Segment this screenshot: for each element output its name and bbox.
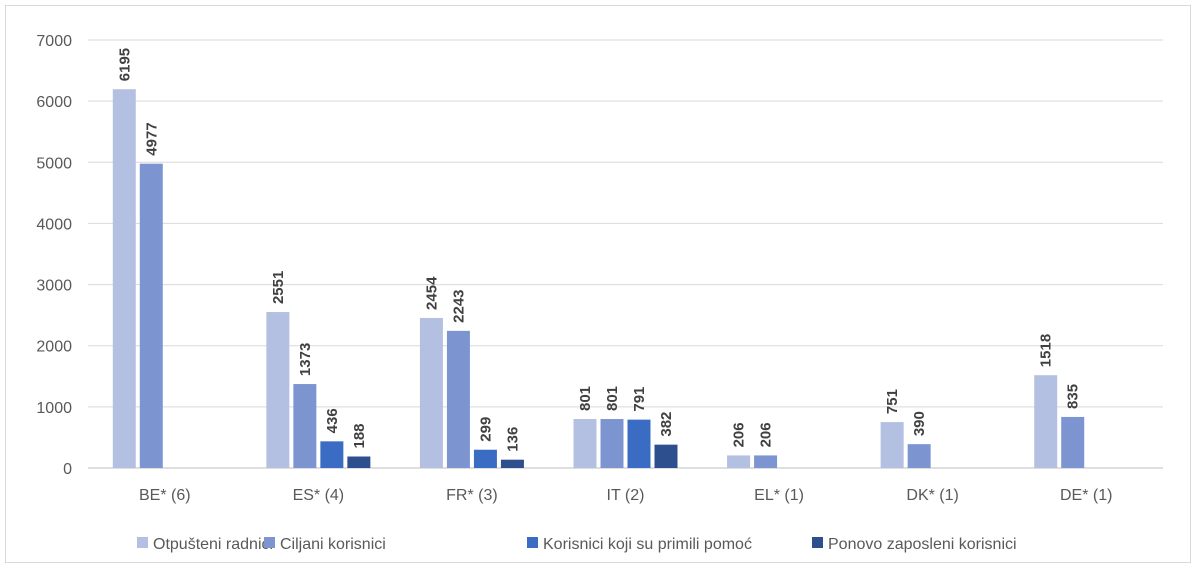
data-label: 801 <box>577 386 594 411</box>
data-label: 188 <box>351 423 368 448</box>
data-label: 2454 <box>423 276 440 310</box>
bar <box>654 444 678 468</box>
bar <box>473 449 497 468</box>
bar <box>727 455 751 468</box>
legend-swatch <box>137 537 148 548</box>
legend-swatch <box>264 537 275 548</box>
gridlines <box>88 39 1163 469</box>
y-tick-label: 7000 <box>36 33 72 50</box>
x-tick-label: DE* (1) <box>1060 487 1112 504</box>
bar <box>1034 375 1058 468</box>
bar <box>600 419 624 468</box>
bar <box>1061 416 1085 468</box>
legend: Otpušteni radnici Ciljani korisnici Korisn… <box>137 536 1017 553</box>
bar <box>419 317 443 468</box>
bars <box>112 89 1085 468</box>
data-labels: 6195 4977 2551 1373 436 188 2454 2243 299 136 801 8… <box>116 48 1081 452</box>
bar <box>446 330 470 468</box>
bar <box>320 441 344 468</box>
bar <box>293 384 317 468</box>
legend-label: Korisnici koji su primili pomoć <box>543 536 752 553</box>
data-label: 206 <box>731 422 748 447</box>
data-label: 791 <box>631 387 648 412</box>
x-axis-ticks: BE* (6) ES* (4) FR* (3) IT (2) EL* (1) DK* (1… <box>139 487 1112 504</box>
y-tick-label: 4000 <box>36 216 72 233</box>
data-label: 1518 <box>1038 334 1055 367</box>
data-label: 206 <box>758 422 775 447</box>
legend-swatch <box>527 537 538 548</box>
legend-label: Otpušteni radnici <box>153 536 273 553</box>
bar <box>266 312 290 468</box>
data-label: 436 <box>324 408 341 433</box>
y-tick-label: 2000 <box>36 339 72 356</box>
x-tick-label: EL* (1) <box>754 487 804 504</box>
legend-label: Ciljani korisnici <box>280 536 386 553</box>
y-axis-ticks: 0 1000 2000 3000 4000 5000 6000 7000 <box>36 33 72 478</box>
y-tick-label: 6000 <box>36 94 72 111</box>
x-tick-label: DK* (1) <box>906 487 958 504</box>
bar <box>907 444 931 468</box>
x-tick-label: IT (2) <box>607 487 645 504</box>
y-tick-label: 3000 <box>36 278 72 295</box>
bar <box>500 459 524 468</box>
bar <box>112 89 136 468</box>
x-tick-label: BE* (6) <box>139 487 191 504</box>
x-tick-label: ES* (4) <box>293 487 345 504</box>
data-label: 2243 <box>450 289 467 322</box>
bar <box>627 419 651 468</box>
data-label: 835 <box>1065 384 1082 409</box>
data-label: 299 <box>477 417 494 442</box>
x-tick-label: FR* (3) <box>446 487 498 504</box>
data-label: 382 <box>658 412 675 437</box>
data-label: 6195 <box>116 48 133 81</box>
data-label: 4977 <box>143 122 160 155</box>
data-label: 2551 <box>270 271 287 304</box>
bar <box>880 422 904 468</box>
y-tick-label: 1000 <box>36 400 72 417</box>
bar <box>754 455 778 468</box>
data-label: 801 <box>604 386 621 411</box>
bar <box>139 163 163 468</box>
legend-swatch <box>812 537 823 548</box>
data-label: 390 <box>911 411 928 436</box>
y-tick-label: 5000 <box>36 155 72 172</box>
data-label: 136 <box>504 427 521 452</box>
y-tick-label: 0 <box>63 461 72 478</box>
data-label: 751 <box>884 389 901 414</box>
data-label: 1373 <box>297 343 314 376</box>
chart-frame <box>5 5 1191 563</box>
bar <box>573 419 597 468</box>
legend-label: Ponovo zaposleni korisnici <box>828 536 1017 553</box>
bar <box>347 456 371 468</box>
